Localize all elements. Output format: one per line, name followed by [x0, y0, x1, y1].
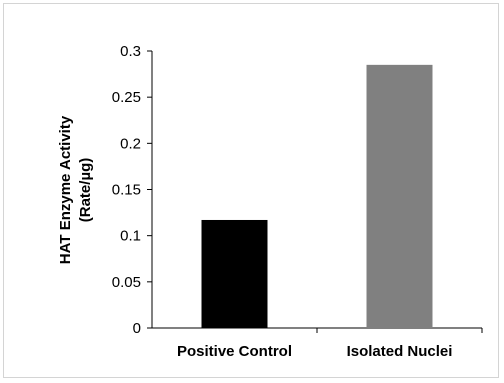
y-tick-label: 0.05: [112, 274, 141, 291]
y-tick-label: 0.25: [112, 89, 141, 106]
bars: [201, 64, 433, 328]
bar-positive-control: [201, 219, 268, 328]
y-axis-label: HAT Enzyme Activity (Rate/µg): [57, 115, 94, 264]
y-tick-label: 0.1: [120, 228, 141, 245]
y-tick-label: 0.15: [112, 182, 141, 199]
x-category-label: Positive Control: [177, 343, 292, 360]
y-ticks: 0 0.05 0.1 0.15 0.2 0.25 0.3: [112, 43, 152, 337]
x-category-label: Isolated Nuclei: [347, 343, 453, 360]
bar-isolated-nuclei: [366, 64, 433, 328]
y-axis-label-line1: HAT Enzyme Activity: [57, 115, 74, 264]
x-category-labels: Positive Control Isolated Nuclei: [177, 328, 483, 360]
y-tick-label: 0.3: [120, 43, 141, 60]
y-axis-label-line2: (Rate/µg): [77, 158, 94, 222]
y-tick-label: 0.2: [120, 135, 141, 152]
y-tick-label: 0: [133, 320, 141, 337]
